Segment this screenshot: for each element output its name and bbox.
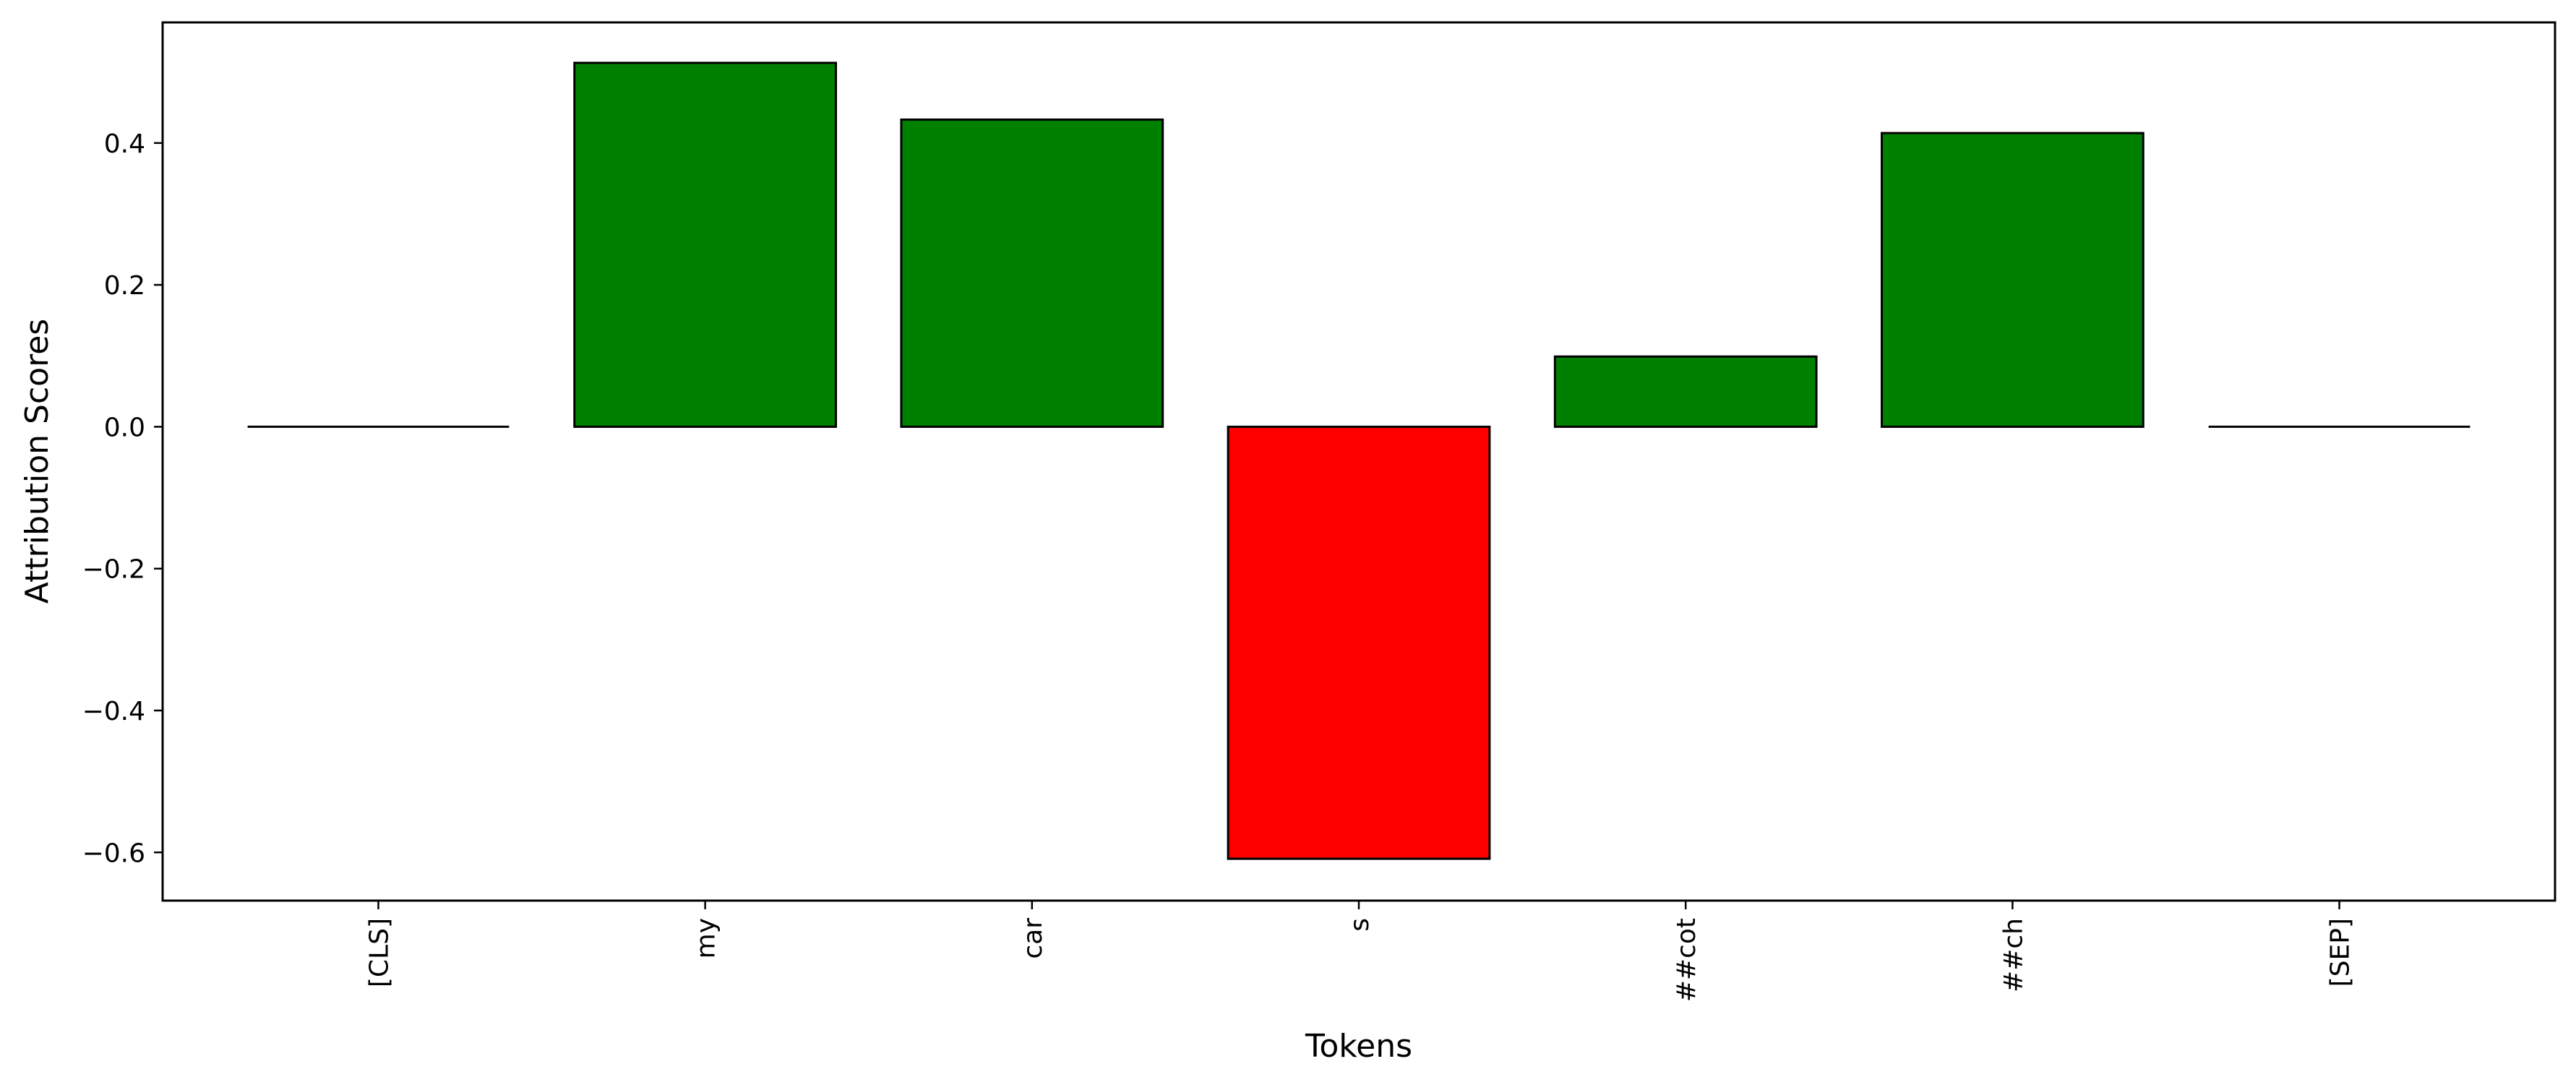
bars-layer (247, 61, 2470, 860)
y-tick-label: −0.2 (82, 555, 145, 585)
y-tick-label: −0.4 (82, 697, 145, 726)
x-tick-label: [SEP] (2326, 918, 2356, 987)
bar-4 (1553, 355, 1818, 428)
y-axis-label: Attribution Scores (19, 319, 56, 604)
x-tick-label: my (692, 918, 721, 958)
x-tick-label: [CLS] (364, 918, 394, 987)
y-tick-label: 0.2 (104, 271, 145, 301)
bar-1 (573, 61, 838, 428)
bar-3 (1227, 425, 1491, 860)
bar-2 (900, 118, 1164, 428)
x-axis: [CLS] my car s ##cot ##ch [SEP] (364, 901, 2356, 1002)
y-tick-label: 0.0 (104, 413, 145, 442)
bar-5 (1880, 132, 2144, 428)
y-tick-label: 0.4 (104, 129, 145, 159)
y-axis: −0.6 −0.4 −0.2 0.0 0.2 0.4 (82, 129, 163, 868)
x-tick-label: ##cot (1672, 918, 1701, 1002)
x-axis-label: Tokens (1305, 1028, 1412, 1065)
x-tick-label: car (1018, 918, 1048, 959)
x-tick-label: s (1345, 918, 1375, 932)
x-tick-label: ##ch (1998, 918, 2028, 992)
y-tick-label: −0.6 (82, 838, 145, 868)
